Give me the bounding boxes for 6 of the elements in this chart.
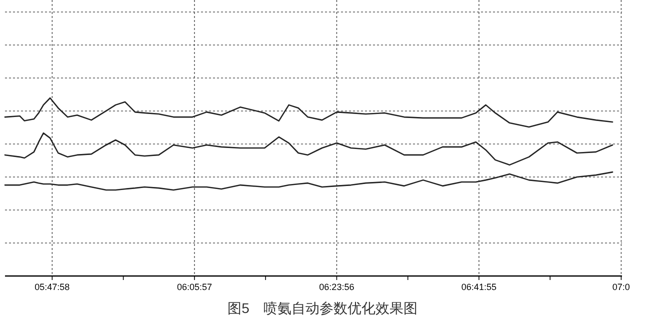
x-tick-label: 07:0 <box>612 282 630 292</box>
x-tick-label: 06:23:56 <box>319 282 354 292</box>
x-tick-label: 05:47:58 <box>34 282 70 292</box>
text: 图5 喷氨自动参数优化效果图 <box>228 300 418 316</box>
x-tick-label: 06:41:55 <box>461 282 496 292</box>
x-tick-label: 06:05:57 <box>176 282 212 292</box>
